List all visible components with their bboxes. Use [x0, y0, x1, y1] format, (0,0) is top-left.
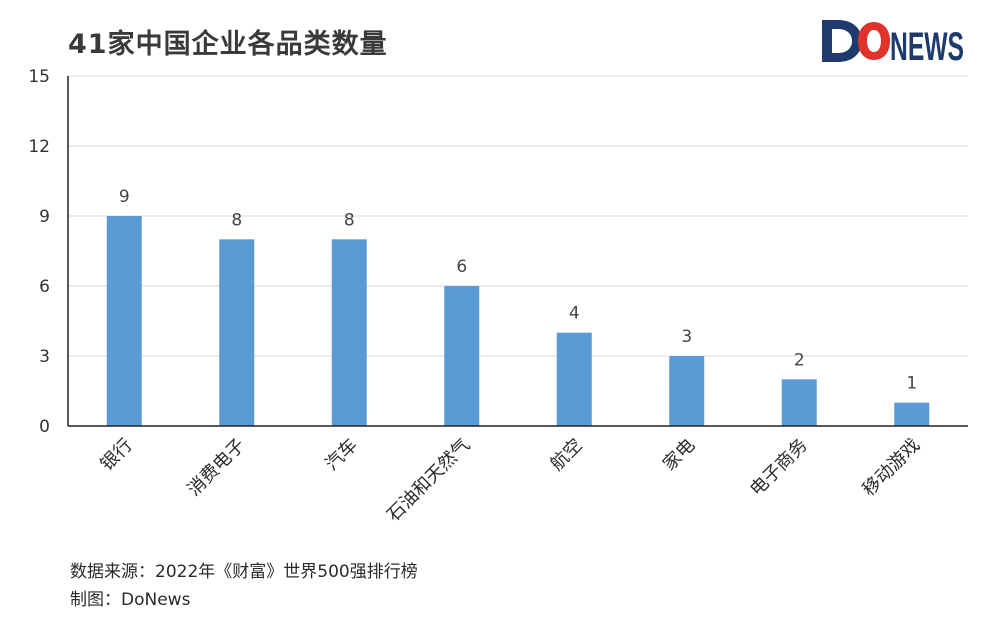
x-tick-label: 汽车 — [321, 435, 361, 475]
bar — [219, 239, 255, 426]
data-label: 9 — [119, 187, 130, 207]
data-label: 2 — [794, 350, 805, 370]
bar — [331, 239, 367, 426]
data-label: 4 — [569, 304, 580, 324]
x-tick-label: 移动游戏 — [859, 435, 925, 501]
y-tick-label: 9 — [39, 207, 50, 227]
y-tick-label: 0 — [39, 417, 50, 437]
credit-note: 制图：DoNews — [70, 590, 191, 610]
y-tick-label: 3 — [39, 347, 50, 367]
y-tick-label: 12 — [28, 137, 50, 157]
y-tick-label: 15 — [28, 67, 50, 87]
data-labels: 9 8 8 6 4 3 2 1 — [119, 187, 917, 394]
chart-title: 41家中国企业各品类数量 — [68, 29, 388, 60]
bar — [444, 286, 480, 426]
bar — [894, 402, 930, 426]
data-label: 3 — [681, 327, 692, 347]
x-axis-labels: 银行 消费电子 汽车 石油和天然气 航空 家电 电子商务 移动游戏 — [96, 435, 924, 526]
source-note: 数据来源：2022年《财富》世界500强排行榜 — [70, 562, 418, 582]
x-tick-label: 电子商务 — [746, 435, 812, 501]
data-label: 6 — [456, 257, 467, 277]
data-label: 1 — [906, 374, 917, 394]
y-axis-ticks: 0 3 6 9 12 15 — [28, 67, 50, 437]
data-label: 8 — [231, 210, 242, 230]
bar — [556, 332, 592, 426]
x-tick-label: 消费电子 — [184, 435, 250, 501]
data-label: 8 — [344, 210, 355, 230]
bar — [669, 356, 705, 426]
bars — [106, 216, 930, 426]
bar — [781, 379, 817, 426]
bar — [106, 216, 142, 426]
x-tick-label: 石油和天然气 — [383, 435, 474, 526]
gridlines — [68, 75, 968, 357]
donews-logo: NEWS — [822, 20, 964, 68]
y-tick-label: 6 — [39, 277, 50, 297]
x-tick-label: 银行 — [96, 435, 136, 475]
x-tick-label: 家电 — [659, 435, 699, 475]
svg-text:NEWS: NEWS — [890, 25, 964, 68]
x-tick-label: 航空 — [546, 435, 586, 475]
